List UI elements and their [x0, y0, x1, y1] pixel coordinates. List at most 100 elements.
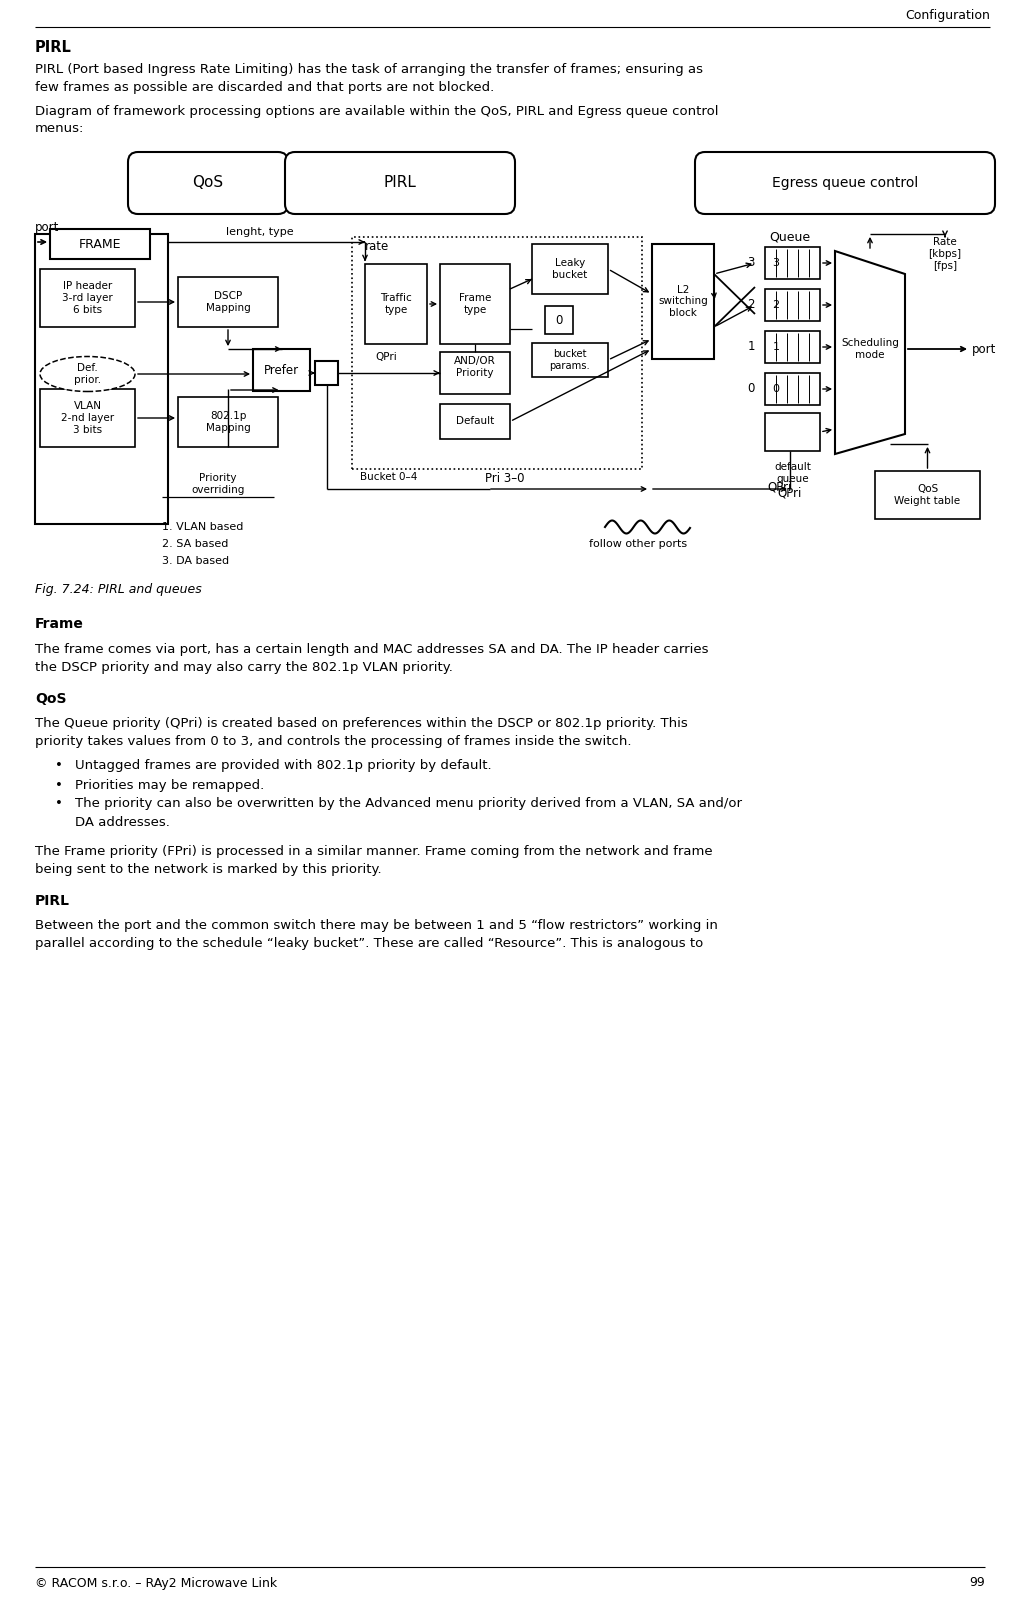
Text: FRAME: FRAME	[79, 238, 122, 251]
Text: 0: 0	[773, 384, 780, 393]
Text: Queue: Queue	[770, 230, 810, 243]
Text: QPri: QPri	[778, 488, 802, 500]
Bar	[50, 229, 150, 259]
Text: QPri: QPri	[768, 481, 792, 494]
Text: The Frame priority (FPri) is processed in a similar manner. Frame coming from th: The Frame priority (FPri) is processed i…	[35, 844, 712, 857]
Bar	[440, 352, 510, 393]
Text: 1. VLAN based: 1. VLAN based	[162, 521, 243, 532]
FancyBboxPatch shape	[128, 152, 288, 214]
Bar	[875, 472, 980, 520]
Text: Rate
[kbps]
[fps]: Rate [kbps] [fps]	[928, 237, 962, 270]
Text: port: port	[972, 342, 996, 355]
Text: Frame: Frame	[35, 617, 84, 632]
Bar	[765, 413, 820, 451]
Text: QoS
Weight table: QoS Weight table	[894, 484, 961, 505]
Bar	[315, 361, 338, 385]
Text: PIRL: PIRL	[35, 40, 72, 54]
Text: 99: 99	[969, 1577, 985, 1589]
Bar	[765, 373, 820, 405]
Text: Scheduling
mode: Scheduling mode	[841, 339, 899, 360]
Text: QoS: QoS	[192, 174, 224, 190]
Bar	[253, 349, 310, 392]
Text: 1: 1	[747, 341, 755, 353]
Text: Leaky
bucket: Leaky bucket	[552, 257, 588, 280]
Text: 3: 3	[748, 256, 755, 270]
Text: priority takes values from 0 to 3, and controls the processing of frames inside : priority takes values from 0 to 3, and c…	[35, 734, 632, 747]
FancyBboxPatch shape	[695, 152, 995, 214]
Bar	[652, 245, 714, 360]
Text: rate: rate	[365, 240, 389, 254]
Bar	[532, 344, 608, 377]
Text: port: port	[35, 221, 59, 233]
Text: Priority: Priority	[456, 368, 494, 377]
Text: PIRL (Port based Ingress Rate Limiting) has the task of arranging the transfer o: PIRL (Port based Ingress Rate Limiting) …	[35, 62, 703, 75]
Text: Priority
overriding: Priority overriding	[191, 473, 244, 494]
Text: 3: 3	[773, 257, 780, 269]
Text: PIRL: PIRL	[35, 894, 69, 908]
Text: Pri 3–0: Pri 3–0	[485, 472, 524, 486]
Text: QPri: QPri	[375, 352, 397, 361]
Text: © RACOM s.r.o. – RAy2 Microwave Link: © RACOM s.r.o. – RAy2 Microwave Link	[35, 1577, 277, 1589]
Bar	[765, 246, 820, 278]
Bar	[365, 264, 427, 344]
Text: 2: 2	[773, 301, 780, 310]
Text: Egress queue control: Egress queue control	[772, 176, 918, 190]
Text: The priority can also be overwritten by the Advanced menu priority derived from : The priority can also be overwritten by …	[75, 798, 742, 811]
Text: menus:: menus:	[35, 123, 85, 136]
Text: Configuration: Configuration	[905, 10, 990, 22]
Bar	[440, 405, 510, 440]
Text: QoS: QoS	[35, 692, 66, 707]
Text: Def.
prior.: Def. prior.	[74, 363, 101, 385]
Text: being sent to the network is marked by this priority.: being sent to the network is marked by t…	[35, 862, 381, 876]
Text: 2. SA based: 2. SA based	[162, 539, 228, 548]
Bar	[35, 233, 168, 524]
Text: Bucket 0–4: Bucket 0–4	[360, 472, 417, 481]
Text: default
queue: default queue	[774, 462, 810, 483]
Text: Fig. 7.24: PIRL and queues: Fig. 7.24: PIRL and queues	[35, 582, 201, 595]
Text: lenght, type: lenght, type	[226, 227, 293, 237]
Bar	[352, 237, 642, 469]
Text: 802.1p
Mapping: 802.1p Mapping	[205, 411, 250, 433]
Bar	[178, 277, 278, 328]
Bar	[440, 264, 510, 344]
Text: The frame comes via port, has a certain length and MAC addresses SA and DA. The : The frame comes via port, has a certain …	[35, 643, 708, 656]
Text: IP header
3-rd layer
6 bits: IP header 3-rd layer 6 bits	[62, 281, 112, 315]
Text: Traffic
type: Traffic type	[380, 293, 412, 315]
Text: •: •	[55, 760, 63, 772]
Text: Diagram of framework processing options are available within the QoS, PIRL and E: Diagram of framework processing options …	[35, 104, 718, 117]
Text: 3. DA based: 3. DA based	[162, 556, 229, 566]
Bar	[765, 331, 820, 363]
Text: The Queue priority (QPri) is created based on preferences within the DSCP or 802: The Queue priority (QPri) is created bas…	[35, 716, 688, 729]
FancyBboxPatch shape	[285, 152, 515, 214]
Bar	[545, 305, 573, 334]
Text: Prefer: Prefer	[264, 363, 299, 376]
Text: 0: 0	[555, 313, 563, 326]
Text: AND/OR: AND/OR	[454, 357, 496, 366]
Bar	[532, 245, 608, 294]
Bar	[40, 389, 135, 448]
Bar	[765, 289, 820, 321]
Text: •: •	[55, 779, 63, 792]
Bar	[178, 397, 278, 448]
Text: follow other ports: follow other ports	[589, 539, 687, 548]
Text: •: •	[55, 798, 63, 811]
Text: DA addresses.: DA addresses.	[75, 815, 170, 828]
Text: PIRL: PIRL	[383, 174, 416, 190]
Ellipse shape	[40, 357, 135, 392]
Text: 2: 2	[747, 299, 755, 312]
Text: DSCP
Mapping: DSCP Mapping	[205, 291, 250, 313]
Text: 0: 0	[748, 382, 755, 395]
Text: Priorities may be remapped.: Priorities may be remapped.	[75, 779, 265, 792]
Text: Frame
type: Frame type	[459, 293, 492, 315]
Text: L2
switching
block: L2 switching block	[658, 285, 708, 318]
Text: few frames as possible are discarded and that ports are not blocked.: few frames as possible are discarded and…	[35, 80, 495, 93]
Text: Untagged frames are provided with 802.1p priority by default.: Untagged frames are provided with 802.1p…	[75, 760, 492, 772]
Text: Between the port and the common switch there may be between 1 and 5 “flow restri: Between the port and the common switch t…	[35, 918, 717, 932]
Text: the DSCP priority and may also carry the 802.1p VLAN priority.: the DSCP priority and may also carry the…	[35, 660, 453, 673]
Text: Default: Default	[456, 416, 494, 427]
Bar	[40, 269, 135, 328]
Text: bucket
params.: bucket params.	[550, 349, 591, 371]
Text: 1: 1	[773, 342, 780, 352]
Text: VLAN
2-nd layer
3 bits: VLAN 2-nd layer 3 bits	[61, 401, 114, 435]
Text: parallel according to the schedule “leaky bucket”. These are called “Resource”. : parallel according to the schedule “leak…	[35, 937, 703, 950]
